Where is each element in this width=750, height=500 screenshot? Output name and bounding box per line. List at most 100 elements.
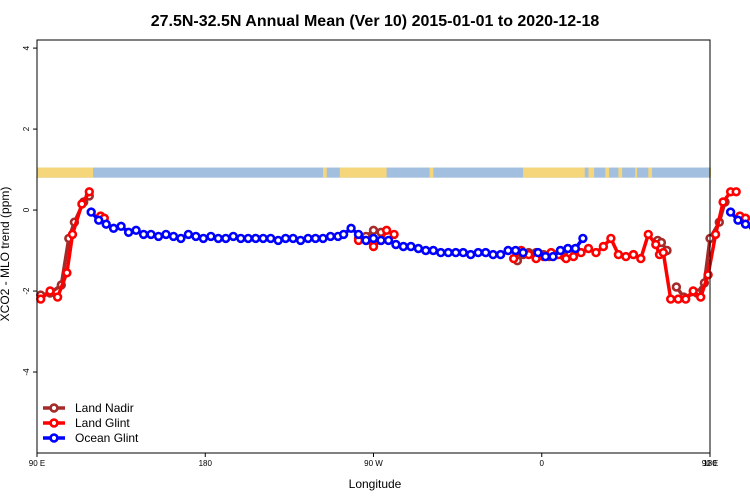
data-point	[361, 235, 371, 246]
data-point	[643, 229, 653, 240]
data-point	[680, 294, 691, 304]
land-band-segment	[523, 167, 585, 178]
data-point	[77, 199, 87, 209]
data-point	[353, 229, 364, 240]
data-point	[710, 229, 721, 240]
data-point	[101, 219, 111, 229]
legend-label: Land Glint	[75, 416, 130, 430]
data-point	[451, 247, 461, 258]
x-axis-label: Longitude	[349, 477, 402, 491]
land-band-segment	[323, 167, 327, 178]
data-point	[740, 219, 750, 229]
chart-title: 27.5N-32.5N Annual Mean (Ver 10) 2015-01…	[151, 13, 600, 30]
data-point	[221, 233, 231, 244]
data-point	[671, 282, 682, 292]
legend-marker	[49, 418, 59, 428]
data-point	[591, 247, 601, 258]
data-point	[688, 286, 698, 296]
data-point	[718, 197, 728, 207]
data-point	[731, 187, 741, 197]
land-band-segment	[339, 167, 387, 178]
data-point	[146, 229, 156, 240]
data-point	[488, 249, 498, 260]
land-band-segment	[635, 167, 638, 178]
y-tick-label: 0	[22, 207, 31, 212]
data-point	[303, 233, 313, 244]
data-point	[458, 247, 468, 258]
data-point	[481, 247, 491, 258]
data-point	[67, 229, 78, 240]
series-line	[678, 190, 737, 301]
x-tick-label: 90 E	[702, 459, 718, 468]
y-axis: 4 2 0 -2 -4	[22, 45, 37, 376]
land-band-segment	[588, 167, 595, 178]
data-point	[583, 243, 594, 254]
data-point	[548, 251, 558, 262]
data-point	[295, 235, 306, 246]
data-point	[266, 233, 276, 244]
data-point	[368, 241, 379, 252]
data-point	[131, 225, 141, 236]
data-point	[236, 233, 246, 244]
data-point	[570, 243, 581, 254]
land-sea-band	[37, 167, 711, 178]
x-tick-label: 0	[540, 459, 545, 468]
legend-marker	[49, 403, 59, 413]
data-point	[338, 229, 349, 240]
data-point	[598, 241, 609, 252]
data-point	[243, 233, 253, 244]
data-point	[153, 231, 164, 242]
x-tick-label: 90 E	[29, 459, 45, 468]
land-band-segment	[605, 167, 610, 178]
land-band-segment	[618, 167, 623, 178]
data-point	[318, 233, 328, 244]
data-point	[606, 233, 616, 244]
data-point	[568, 251, 579, 262]
data-point	[658, 247, 668, 258]
legend-marker	[49, 433, 59, 443]
data-point	[176, 233, 186, 244]
data-point	[381, 225, 392, 236]
data-point	[383, 235, 394, 246]
data-point	[52, 292, 63, 302]
data-point	[613, 249, 624, 260]
data-point	[368, 233, 379, 244]
y-axis-label: XCO2 - MLO trend (ppm)	[0, 187, 12, 322]
x-tick-label: 180	[703, 459, 717, 468]
data-point	[280, 233, 291, 244]
y-tick-label: 2	[22, 126, 31, 131]
land-band-segment	[37, 167, 94, 178]
data-point	[578, 233, 588, 244]
series-line	[512, 232, 673, 300]
data-point	[288, 233, 298, 244]
series-ocean-glint	[86, 207, 750, 262]
data-point	[62, 268, 72, 278]
land-band-segment	[429, 167, 434, 178]
data-point	[466, 249, 476, 260]
data-point	[258, 233, 268, 244]
legend-label: Ocean Glint	[75, 431, 139, 445]
data-point	[108, 223, 119, 234]
data-point	[621, 251, 631, 262]
legend-item-land-glint: Land Glint	[43, 416, 130, 430]
data-point	[138, 229, 149, 240]
y-tick-label: -4	[22, 368, 31, 376]
data-point	[443, 247, 453, 258]
data-point	[191, 231, 201, 242]
data-point	[206, 231, 216, 242]
data-point	[695, 292, 706, 302]
y-tick-label: -2	[22, 287, 31, 295]
data-point	[45, 286, 55, 296]
data-point	[665, 294, 676, 304]
data-point	[421, 245, 431, 256]
legend-item-ocean-glint: Ocean Glint	[43, 431, 139, 445]
data-point	[398, 241, 409, 252]
data-point	[563, 243, 573, 254]
data-point	[389, 229, 399, 240]
data-point	[198, 233, 209, 244]
data-point	[533, 247, 543, 258]
data-point	[310, 233, 321, 244]
land-band-segment	[648, 167, 653, 178]
